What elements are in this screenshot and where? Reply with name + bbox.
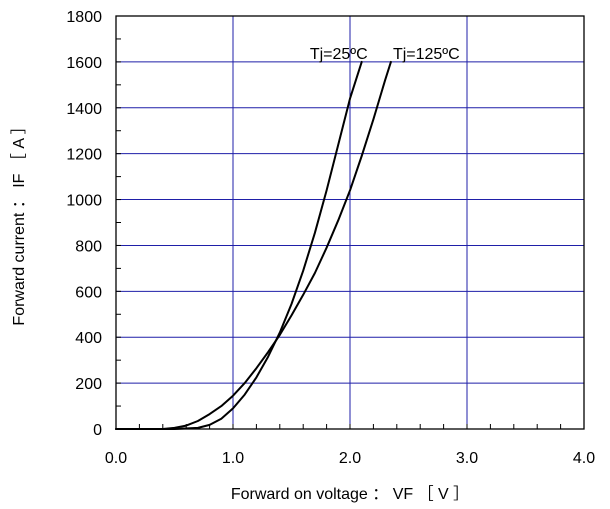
x-tick-label: 2.0	[339, 450, 361, 467]
x-tick-label: 3.0	[456, 450, 478, 467]
x-tick-label: 4.0	[573, 450, 595, 467]
y-tick-label: 200	[75, 376, 102, 393]
series-curves	[115, 60, 392, 430]
series-labels: Tj=25ºC Tj=125ºC	[310, 46, 460, 63]
series-line	[115, 60, 392, 430]
series-line	[115, 60, 363, 430]
y-tick-label: 1800	[66, 9, 102, 26]
series-label: Tj=25ºC	[310, 46, 368, 63]
y-tick-labels: 0 200 400 600 800 1000 1200 1400 1600 1800	[66, 9, 102, 439]
x-axis-label: Forward on voltage ： VF ［ V ］	[231, 485, 469, 503]
x-tick-labels: 0.0 1.0 2.0 3.0 4.0	[105, 450, 595, 467]
y-tick-label: 400	[75, 330, 102, 347]
y-tick-label: 600	[75, 284, 102, 301]
y-tick-label: 1200	[66, 147, 102, 164]
y-axis-label: Forward current ： IF ［ A ］	[10, 118, 28, 325]
y-tick-label: 1400	[66, 101, 102, 118]
y-tick-label: 800	[75, 238, 102, 255]
y-tick-label: 1000	[66, 193, 102, 210]
series-label: Tj=125ºC	[393, 46, 460, 63]
y-tick-label: 0	[93, 422, 102, 439]
x-tick-label: 1.0	[222, 450, 244, 467]
grid-lines	[116, 16, 584, 429]
x-tick-label: 0.0	[105, 450, 127, 467]
y-tick-label: 1600	[66, 55, 102, 72]
plot-frame	[115, 15, 585, 430]
